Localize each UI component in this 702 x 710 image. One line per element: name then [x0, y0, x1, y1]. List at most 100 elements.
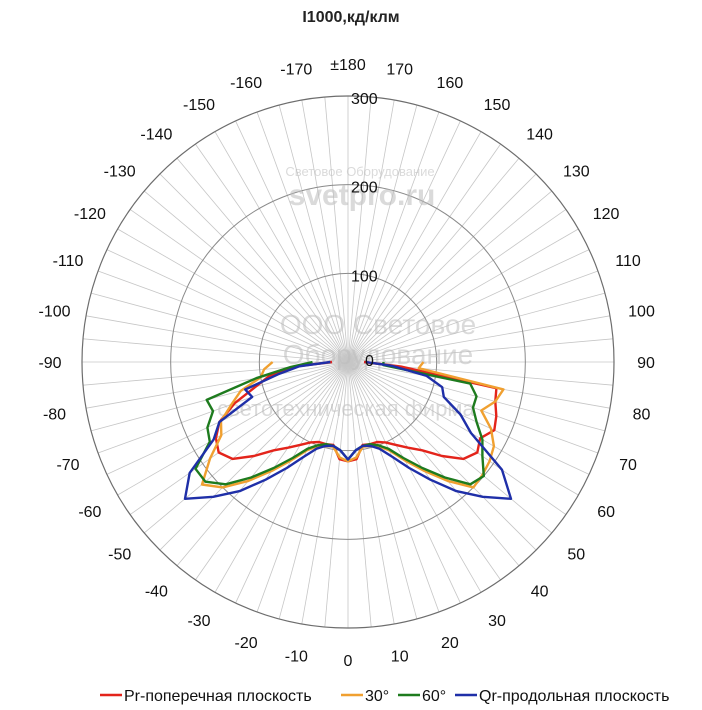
grid-spoke — [347, 173, 537, 363]
grid-spoke — [347, 361, 579, 496]
grid-spoke — [347, 228, 579, 363]
grid-spoke — [347, 361, 567, 515]
grid-spoke — [324, 361, 349, 628]
grid-spoke — [195, 143, 349, 363]
grid-spoke — [347, 338, 614, 363]
watermark-line1: Световое Оборудование — [285, 164, 434, 179]
grid-spoke — [347, 120, 461, 363]
grid-spoke — [176, 361, 349, 567]
grid-spoke — [235, 361, 349, 604]
angle-tick-label: -150 — [183, 97, 215, 114]
grid-spoke — [347, 111, 440, 363]
watermark-line3: ООО Световое — [280, 309, 476, 340]
angle-tick-label: -50 — [108, 547, 131, 564]
grid-spoke — [85, 315, 349, 363]
grid-spoke — [214, 361, 349, 593]
radial-tick-label: 300 — [351, 91, 378, 108]
angle-tick-label: -170 — [280, 62, 312, 79]
grid-spoke — [85, 361, 349, 409]
grid-spoke — [129, 209, 349, 363]
grid-spoke — [301, 361, 349, 625]
grid-spoke — [347, 361, 482, 593]
grid-spoke — [129, 361, 349, 515]
angle-tick-label: -60 — [78, 504, 101, 521]
radial-labels: 0 100 200 300 — [351, 91, 378, 370]
grid-spoke — [143, 190, 349, 363]
grid-spoke — [82, 338, 349, 363]
angle-tick-label: -120 — [74, 206, 106, 223]
watermark-line5: светотехническая фирма — [217, 396, 475, 421]
angle-tick-label: 60 — [597, 504, 615, 521]
grid-spoke — [347, 361, 372, 628]
grid-spoke — [301, 99, 349, 363]
angle-tick-label: 110 — [615, 253, 641, 270]
angle-tick-label: -10 — [285, 649, 308, 666]
grid-spoke — [106, 249, 349, 363]
grid-spoke — [90, 361, 349, 432]
grid-spoke — [347, 104, 418, 363]
angle-tick-label: -110 — [53, 253, 84, 270]
grid-spoke — [347, 157, 520, 363]
angle-tick-label: 140 — [526, 127, 553, 144]
grid-spoke — [347, 96, 372, 363]
grid-spoke — [347, 361, 418, 620]
angle-tick-label: -140 — [140, 127, 172, 144]
legend: Pr-поперечная плоскость 30° 60° Qr-продольн… — [100, 688, 669, 705]
angle-tick-label: 130 — [563, 163, 590, 180]
series-line-1 — [200, 361, 505, 489]
grid-spoke — [347, 131, 482, 363]
radial-tick-label: 100 — [351, 268, 378, 285]
grid-spoke — [347, 361, 520, 567]
grid-spoke — [256, 361, 349, 613]
angle-tick-label: 90 — [637, 355, 655, 372]
grid-spoke — [97, 270, 349, 363]
angle-tick-label: 80 — [633, 407, 651, 424]
grid-spoke — [347, 361, 440, 613]
grid-spoke — [117, 228, 349, 363]
grid-spoke — [235, 120, 349, 363]
angle-tick-label: -100 — [38, 303, 70, 320]
grid-spoke — [324, 96, 349, 363]
angle-tick-label: ±180 — [330, 57, 366, 74]
grid-spoke — [97, 361, 349, 454]
angle-tick-label: 0 — [344, 653, 353, 670]
angle-tick-label: 160 — [437, 75, 464, 92]
angle-tick-label: 20 — [441, 635, 459, 652]
grid-spoke — [117, 361, 349, 496]
polar-grid — [81, 95, 615, 629]
angle-tick-label: -40 — [145, 583, 168, 600]
angle-tick-label: 120 — [593, 206, 620, 223]
legend-label: 60° — [422, 688, 446, 705]
watermark: Световое Оборудование svetpro.ru ООО Све… — [217, 164, 476, 421]
series-layer — [183, 360, 513, 500]
angle-tick-label: -160 — [230, 75, 262, 92]
angle-tick-label: 50 — [567, 547, 585, 564]
radial-tick-label: 0 — [365, 353, 374, 370]
watermark-line2: svetpro.ru — [289, 179, 436, 212]
grid-spoke — [347, 249, 590, 363]
grid-spoke — [176, 157, 349, 363]
angle-tick-label: 10 — [391, 649, 409, 666]
grid-spoke — [347, 292, 606, 363]
outer-ring — [81, 95, 615, 629]
grid-spoke — [90, 292, 349, 363]
angle-tick-label: -130 — [104, 163, 136, 180]
grid-spoke — [347, 361, 395, 625]
legend-label: Qr-продольная плоскость — [479, 688, 669, 705]
grid-spoke — [347, 143, 501, 363]
grid-spoke — [278, 104, 349, 363]
angle-tick-label: -30 — [187, 613, 210, 630]
legend-label: 30° — [365, 688, 389, 705]
angle-tick-label: 170 — [386, 62, 413, 79]
grid-spoke — [347, 270, 599, 363]
angle-tick-label: -80 — [43, 407, 66, 424]
grid-ring — [258, 272, 438, 452]
angle-tick-label: -70 — [56, 457, 79, 474]
grid-spoke — [347, 361, 461, 604]
angle-tick-label: 40 — [531, 583, 549, 600]
angle-tick-label: 70 — [619, 457, 637, 474]
grid-ring — [170, 184, 526, 540]
grid-spoke — [347, 361, 553, 534]
series-line-3 — [183, 360, 513, 500]
